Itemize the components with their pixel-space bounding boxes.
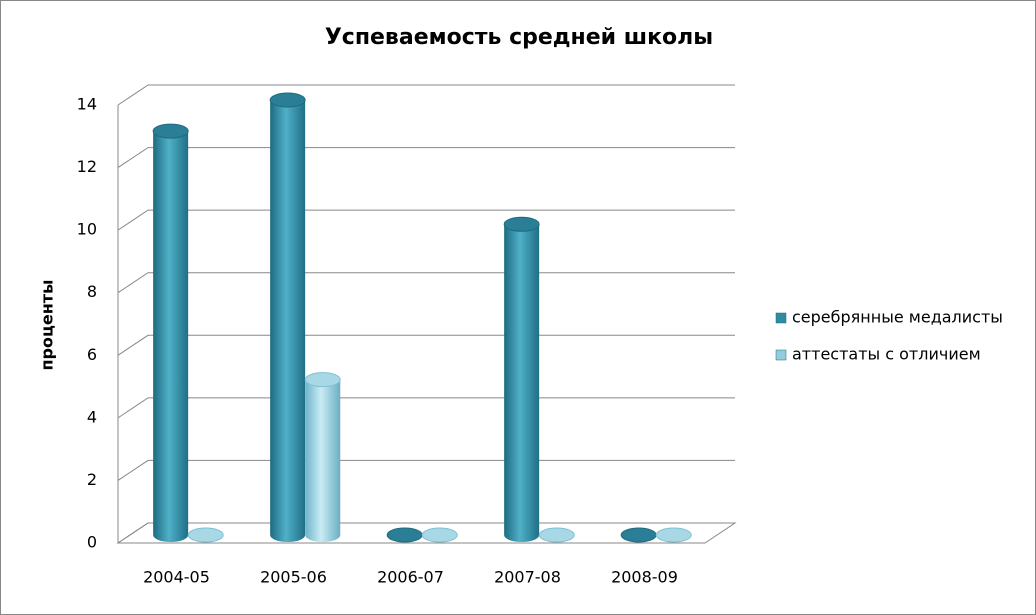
bar-cap [538,527,575,543]
y-tick-label: 0 [87,533,97,552]
y-tick-label: 14 [77,95,97,114]
grid-line [117,209,735,231]
y-tick-label: 6 [87,345,97,364]
x-tick-label: 2004-05 [143,568,210,587]
bar [504,224,540,543]
grid-line [117,459,735,481]
bar [153,131,189,543]
x-tick-label: 2007-08 [494,568,561,587]
grid-line [117,84,735,106]
y-tick-label: 10 [77,220,97,239]
y-axis-label: проценты [38,279,57,370]
chart-title: Успеваемость средней школы [325,25,713,50]
bar-cap [421,527,458,543]
bar-cap [152,123,189,139]
grid-line [117,147,735,168]
legend-swatch [775,349,787,361]
x-tick-label: 2008-09 [611,568,678,587]
bar-cap [503,216,540,232]
grid-line [117,522,735,544]
bar [305,379,341,542]
y-tick-label: 4 [87,407,97,426]
legend-swatch [775,312,787,324]
bar-cap [269,92,306,108]
bar-cap [187,527,224,543]
bar-cap [386,527,423,543]
grid-line [117,272,735,294]
y-tick-label: 8 [87,282,97,301]
bar-cap [304,372,341,388]
x-tick-label: 2005-06 [260,568,327,587]
y-tick-label: 12 [77,157,97,176]
bar-cap [620,527,657,543]
bar [270,100,306,542]
bar-cap [655,527,692,543]
grid-line [117,334,735,356]
x-tick-label: 2006-07 [377,568,444,587]
legend-label: серебрянные медалисты [792,308,1003,327]
y-tick-label: 2 [87,470,97,489]
grid-line [117,397,735,419]
legend-label: аттестаты с отличием [792,345,981,364]
